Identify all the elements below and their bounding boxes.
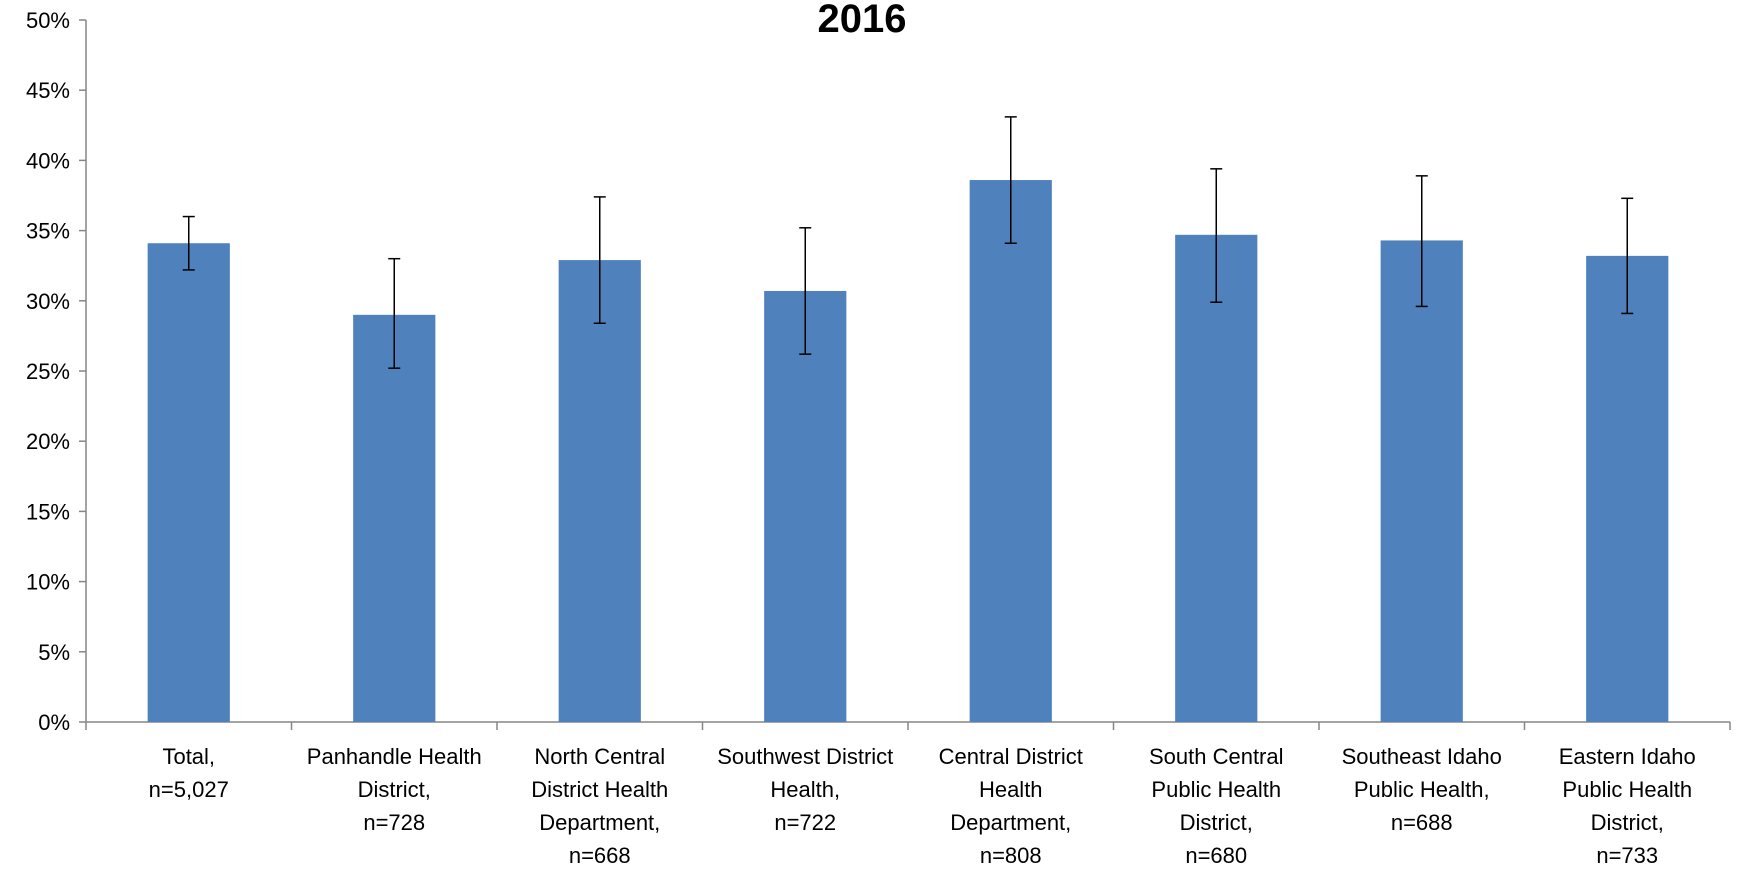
bar — [764, 290, 847, 722]
x-tick-label-line: n=733 — [1596, 843, 1658, 866]
x-tick-label-line: n=722 — [774, 810, 836, 835]
x-tick-label: Panhandle Health District, n=728 — [307, 744, 482, 835]
bar — [1175, 234, 1258, 722]
y-axis: 0% 5% 10% 15% 20% 25% 30% 35% 40% 45% 50% — [26, 8, 87, 735]
x-tick-label-line: Southeast Idaho — [1342, 744, 1502, 769]
x-tick-label-line: District, — [358, 777, 431, 802]
y-tick-label: 20% — [26, 429, 70, 454]
bars — [147, 180, 1669, 723]
x-tick-label-line: Eastern Idaho — [1559, 744, 1696, 769]
x-tick-label-line: n=808 — [980, 843, 1042, 866]
bar — [353, 314, 436, 722]
x-tick-label-line: Department, — [539, 810, 660, 835]
x-tick-label: South Central Public Health District, n=680 — [1149, 744, 1284, 866]
chart-title: 2016 — [818, 0, 907, 41]
x-tick-label-line: n=5,027 — [149, 777, 229, 802]
x-tick-label-line: District Health — [531, 777, 668, 802]
x-tick-label: Total, n=5,027 — [149, 744, 229, 802]
x-tick-label-line: Public Health — [1151, 777, 1281, 802]
x-tick-label-line: Southwest District — [717, 744, 893, 769]
x-tick-label-line: Department, — [950, 810, 1071, 835]
y-tick-label: 10% — [26, 570, 70, 595]
y-tick-label: 0% — [38, 710, 70, 735]
x-tick-label-line: n=728 — [363, 810, 425, 835]
x-tick-label: Southeast Idaho Public Health, n=688 — [1342, 744, 1502, 835]
x-tick-label-line: Total, — [162, 744, 215, 769]
error-bars — [182, 116, 1634, 369]
x-tick-label-line: n=688 — [1391, 810, 1453, 835]
y-tick-label: 30% — [26, 289, 70, 314]
x-tick-label: Eastern Idaho Public Health District, n=733 — [1559, 744, 1696, 866]
y-tick-label: 35% — [26, 219, 70, 244]
x-axis: Total, n=5,027 Panhandle Health District, n=… — [85, 721, 1731, 868]
x-tick-label-line: Central District — [939, 744, 1083, 769]
x-tick-label-line: North Central — [534, 744, 665, 769]
y-tick-label: 40% — [26, 148, 70, 173]
x-tick-label-line: Public Health — [1562, 777, 1692, 802]
x-tick-label-line: Panhandle Health — [307, 744, 482, 769]
bar — [969, 180, 1052, 722]
bar — [1586, 255, 1669, 722]
x-tick-label-line: n=680 — [1185, 843, 1247, 866]
x-tick-label-line: Public Health, — [1354, 777, 1490, 802]
x-tick-label: North Central District Health Department, n… — [531, 744, 668, 866]
x-tick-label: Central District Health Department, n=808 — [939, 744, 1083, 866]
y-tick-label: 50% — [26, 8, 70, 33]
y-tick-label: 25% — [26, 359, 70, 384]
x-tick-label-line: Health — [979, 777, 1043, 802]
bar — [1380, 240, 1463, 723]
y-tick-label: 5% — [38, 640, 70, 665]
bar — [147, 243, 230, 722]
x-tick-label: Southwest District Health, n=722 — [717, 744, 893, 835]
x-tick-label-line: District, — [1591, 810, 1664, 835]
x-tick-label-line: n=668 — [569, 843, 631, 866]
x-tick-label-line: South Central — [1149, 744, 1284, 769]
y-tick-label: 15% — [26, 499, 70, 524]
bar — [558, 260, 641, 722]
x-tick-label-line: Health, — [770, 777, 840, 802]
x-tick-label-line: District, — [1180, 810, 1253, 835]
y-tick-label: 45% — [26, 78, 70, 103]
